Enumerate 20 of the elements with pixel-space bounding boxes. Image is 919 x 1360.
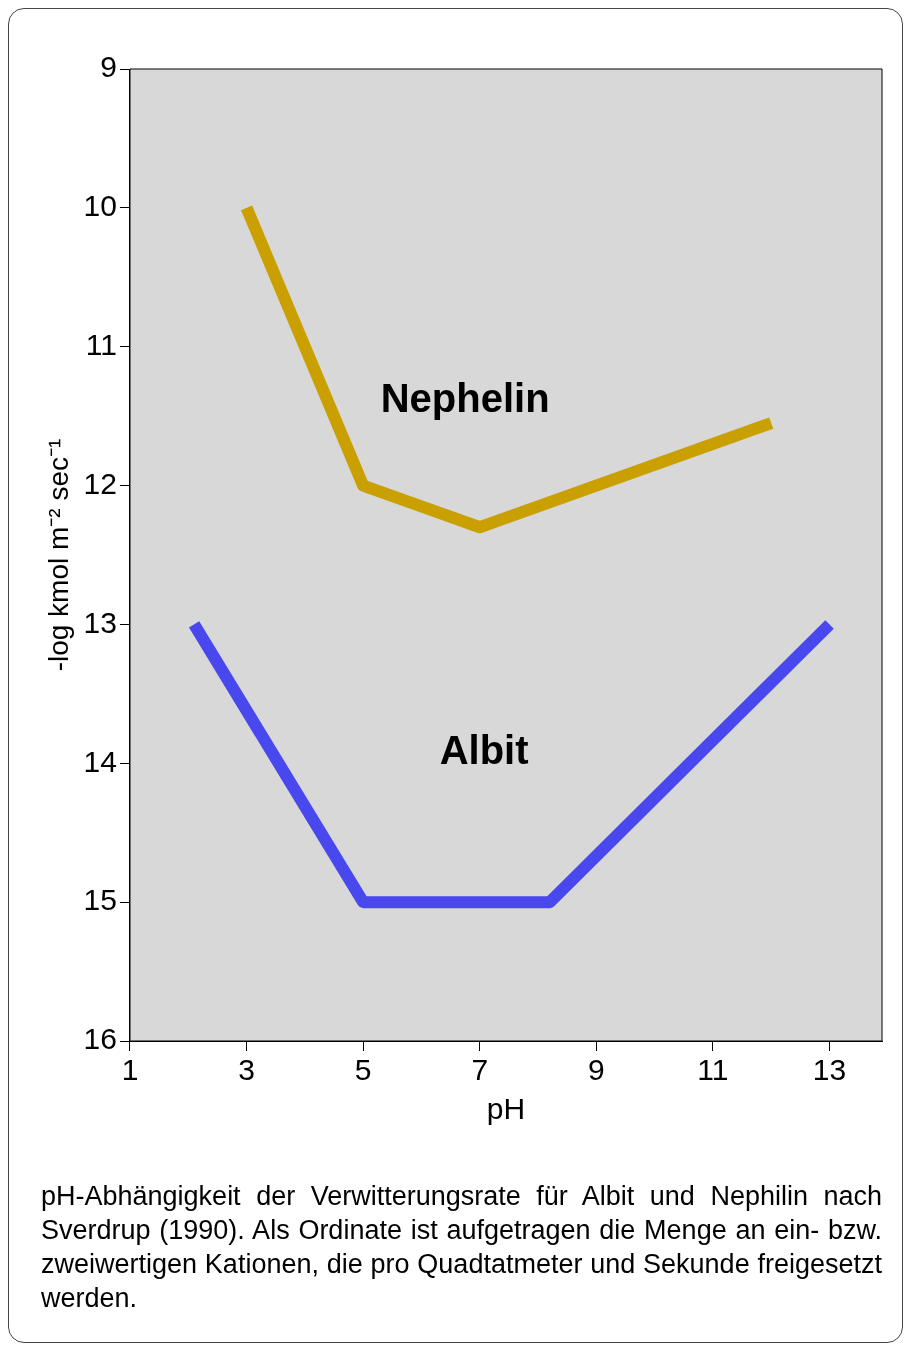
x-axis-title: pH xyxy=(486,1092,526,1126)
x-tick-label: 1 xyxy=(121,1053,139,1087)
x-tick-label: 5 xyxy=(354,1053,372,1087)
series-label: Nephelin xyxy=(380,375,550,420)
y-tick-label: 12 xyxy=(83,466,117,500)
y-axis-title: -log kmol m⁻² sec⁻¹ xyxy=(42,438,74,672)
text: Albit xyxy=(439,728,529,773)
x-tick-label: 3 xyxy=(238,1053,255,1087)
x-tick-label: 13 xyxy=(812,1053,847,1087)
y-tick-label: 10 xyxy=(83,189,117,223)
x-tick-label: 9 xyxy=(588,1053,605,1087)
y-tick-label: 11 xyxy=(85,327,117,361)
text: pH-Abhängigkeit der Verwitterungsrate für Albit und Nephilin nach Sverdrup (1990). Als Ordinate ist aufgetragen die Menge an ein- bzw. zweiwertigen Kationen, die pro Quadtatmeter und Sekunde freigesetzt werden. xyxy=(41,1180,882,1315)
y-tick-label: 13 xyxy=(83,605,117,639)
y-tick-label: 14 xyxy=(83,744,117,778)
x-tick-label: 11 xyxy=(697,1053,729,1087)
y-tick-label: 16 xyxy=(83,1022,117,1056)
x-tick-label: 7 xyxy=(471,1053,489,1087)
y-tick-label: 9 xyxy=(100,50,117,84)
y-tick-label: 15 xyxy=(83,883,117,917)
